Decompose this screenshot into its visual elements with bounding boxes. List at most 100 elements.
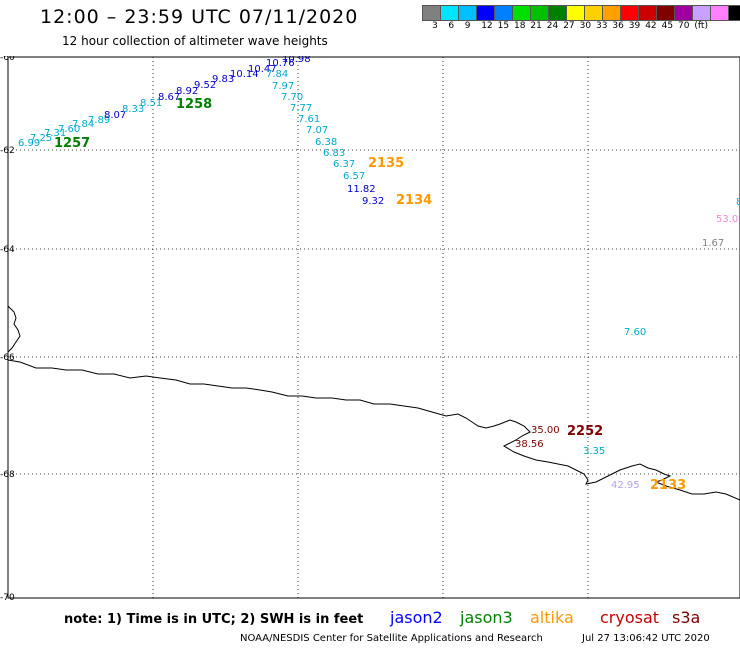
track-value-label: 10.98 (282, 56, 311, 65)
track-value-label: 8.92 (176, 86, 198, 97)
wave-height-value: 7.60 (624, 327, 646, 338)
satellite-legend-entry: cryosat (600, 608, 660, 627)
legend-swatch (566, 5, 585, 21)
track-value-label: 8.33 (122, 104, 144, 115)
time-label: 2134 (396, 193, 432, 208)
legend-swatch (494, 5, 513, 21)
wave-height-value: 7.84 (266, 69, 288, 80)
time-labels: 1257 1258 2135 2134 2252 2133 (54, 97, 686, 493)
track-value-label: 9.52 (194, 80, 216, 91)
track-value-label: 7.31 (44, 128, 66, 139)
legend-label: 27 (563, 21, 575, 31)
wave-height-value: 7.07 (306, 125, 328, 136)
legend-swatch (548, 5, 567, 21)
legend-label: 30 (579, 21, 592, 31)
track-labels-jason: 6.997.257.317.607.847.898.078.338.518.67… (18, 56, 311, 149)
track-value-label: 8.51 (140, 98, 162, 109)
legend-swatch (584, 5, 603, 21)
legend-swatch (530, 5, 549, 21)
wave-height-value: 6.57 (343, 171, 365, 182)
track-value-label: 9.83 (212, 74, 234, 85)
page-subtitle: 12 hour collection of altimeter wave hei… (62, 34, 328, 48)
legend-swatch (458, 5, 477, 21)
page-title: 12:00 – 23:59 UTC 07/11/2020 (40, 6, 359, 28)
legend-swatch (602, 5, 621, 21)
wave-height-value: 8 (736, 197, 740, 208)
satellite-legend-entry: jason3 (460, 608, 513, 627)
legend-swatch (512, 5, 531, 21)
wave-height-value: 1.67 (702, 238, 724, 249)
wave-height-value: 42.95 (611, 480, 640, 491)
wave-height-value: 7.61 (298, 114, 320, 125)
footnote: note: 1) Time is in UTC; 2) SWH is in fe… (64, 612, 364, 627)
lat-labels: -60 -62 -64 -66 -68 -70 (0, 56, 15, 603)
wave-height-value: 7.77 (290, 103, 312, 114)
time-label: 2252 (567, 424, 603, 439)
legend-swatch (422, 5, 441, 21)
time-label: 1257 (54, 136, 90, 151)
legend-label: 3 (432, 21, 438, 31)
legend-label: 9 (464, 21, 471, 31)
legend-label: 45 (661, 21, 674, 31)
wave-height-value: 6.37 (333, 159, 355, 170)
legend-swatch (656, 5, 675, 21)
lat-label: -60 (0, 56, 15, 63)
wave-height-value: 7.70 (281, 92, 303, 103)
lat-label: -70 (0, 593, 15, 603)
legend-swatch (674, 5, 693, 21)
plot-frame (7, 56, 740, 599)
satellite-legend-entry: altika (530, 608, 574, 627)
color-legend-labels: 3 6 9 12 15 18 21 24 27 30 33 36 39 42 45 70 (ft) (422, 21, 740, 33)
legend-swatch (692, 5, 711, 21)
wave-height-value: 7.97 (272, 81, 294, 92)
time-label: 2135 (368, 156, 404, 171)
track-value-label: 7.89 (88, 115, 110, 126)
satellite-legend-entry: s3a (672, 608, 701, 627)
wave-height-value: 6.38 (315, 137, 337, 148)
time-label: 1258 (176, 97, 212, 112)
legend-swatch (440, 5, 459, 21)
wave-height-value: 6.83 (323, 148, 345, 159)
legend-label: 39 (628, 21, 641, 31)
credit-line: NOAA/NESDIS Center for Satellite Applica… (240, 633, 543, 644)
track-value-label: 10.47 (248, 64, 277, 75)
track-value-label: 6.99 (18, 138, 40, 149)
track-value-label: 7.25 (30, 133, 52, 144)
track-value-label: 8.07 (104, 110, 126, 121)
legend-label: 6 (448, 21, 455, 31)
legend-label: 12 (481, 21, 493, 31)
generated-timestamp: Jul 27 13:06:42 UTC 2020 (582, 633, 710, 644)
track-value-label: 10.14 (230, 69, 259, 80)
wave-height-value: 11.82 (347, 184, 376, 195)
legend-label: 36 (612, 21, 624, 31)
wave-height-value: 38.56 (515, 439, 544, 450)
time-label: 2133 (650, 478, 686, 493)
legend-label: 33 (596, 21, 608, 31)
track-value-label: 7.84 (72, 119, 94, 130)
wave-height-value: 3.35 (583, 446, 605, 457)
legend-label: 18 (514, 21, 526, 31)
legend-swatch (638, 5, 657, 21)
lat-label: -64 (0, 245, 15, 255)
wave-height-value: 53.0 (716, 214, 738, 225)
antarctic-coastline (7, 305, 740, 501)
legend-label: 42 (645, 21, 657, 31)
wave-height-value: 9.32 (362, 196, 384, 207)
track-value-label: 10.76 (266, 58, 295, 69)
legend-swatch (728, 5, 740, 21)
legend-label: 21 (530, 21, 542, 31)
legend-swatch (620, 5, 639, 21)
legend-label: 24 (546, 21, 559, 31)
legend-swatch (476, 5, 495, 21)
satellite-legend-entry: jason2 (390, 608, 443, 627)
legend-label: 70 (678, 21, 690, 31)
lat-label: -66 (0, 353, 15, 363)
wave-values: 7.847.977.707.777.617.076.386.836.376.57… (266, 69, 740, 491)
color-legend (422, 5, 740, 21)
wave-height-value: 35.00 (531, 425, 560, 436)
track-value-label: 7.60 (58, 124, 80, 135)
legend-label: 15 (497, 21, 510, 31)
lat-label: -68 (0, 470, 15, 480)
legend-swatch (710, 5, 729, 21)
lat-label: -62 (0, 146, 15, 156)
